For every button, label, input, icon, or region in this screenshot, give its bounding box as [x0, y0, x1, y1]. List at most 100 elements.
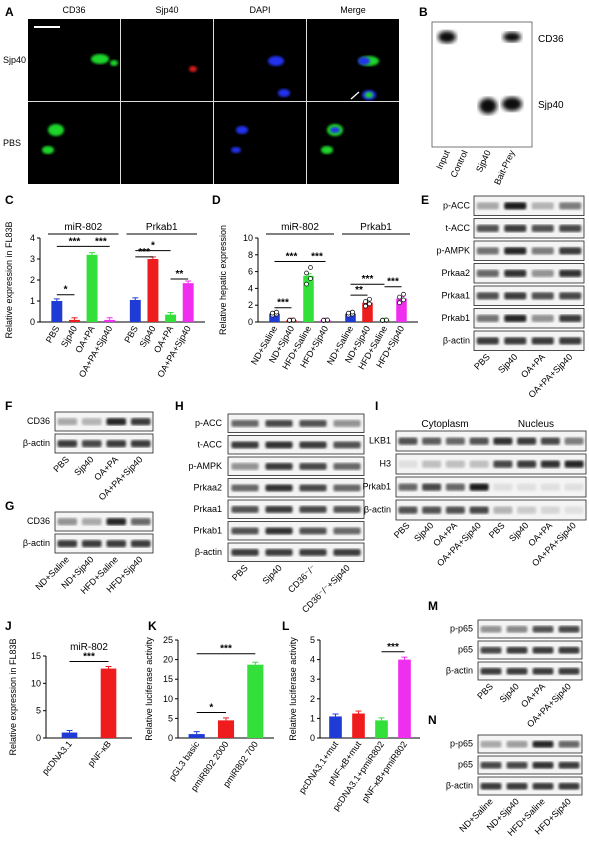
lane-label: OA+PA+Sjp40 — [97, 454, 145, 502]
blot-band — [231, 441, 259, 449]
y-tick-label: 2 — [248, 300, 253, 310]
blot-band — [299, 527, 327, 535]
blot-band — [398, 437, 418, 445]
blot-band — [532, 667, 554, 675]
blot-band — [265, 441, 293, 449]
data-dot — [401, 297, 406, 303]
blot-band — [231, 527, 259, 535]
row-label: LKB1 — [369, 436, 391, 446]
row-label: p-p65 — [450, 739, 473, 749]
panel-letter-h: H — [175, 399, 184, 413]
chart-title: miR-802 — [70, 642, 108, 653]
arrow-indicator — [350, 91, 360, 100]
blot-band — [81, 418, 102, 426]
lane-label: PBS — [51, 454, 71, 474]
blot-strip — [227, 478, 365, 498]
blot-band — [57, 440, 78, 448]
blot-band — [438, 31, 456, 43]
blot-strip — [395, 476, 587, 498]
blot-band — [476, 314, 499, 322]
blot-band — [558, 667, 580, 675]
bar — [345, 313, 356, 322]
row-label: Sjp40 — [3, 55, 26, 65]
y-tick-label: 0 — [36, 733, 41, 743]
y-tick-label: 10 — [31, 678, 41, 688]
data-dot — [308, 265, 313, 270]
lane-label: Sjp40 — [474, 149, 493, 174]
bar — [61, 732, 78, 738]
blot-strip — [227, 499, 365, 519]
blot-band — [265, 484, 293, 492]
blot-strip — [477, 661, 583, 681]
blot-band — [480, 667, 502, 675]
blot-band — [445, 506, 465, 514]
y-tick-label: 25 — [163, 635, 173, 645]
y-tick-label: 0 — [310, 733, 315, 743]
blot-strip — [54, 533, 154, 554]
blot-band — [299, 549, 327, 556]
y-tick-label: 5 — [36, 706, 41, 716]
column-header: CD36 — [62, 5, 85, 15]
blot-band — [299, 484, 327, 492]
data-dot — [270, 310, 275, 316]
data-dot — [308, 276, 313, 281]
row-label: Prkaa1 — [193, 504, 222, 514]
blot-band — [559, 314, 582, 322]
column-header: DAPI — [249, 5, 270, 15]
blot-band — [130, 418, 151, 426]
bar — [329, 716, 342, 738]
blot-strip — [54, 433, 154, 454]
blot-band — [564, 460, 584, 468]
blot-band — [531, 292, 554, 300]
y-tick-label: 0 — [248, 317, 253, 327]
blot-band — [422, 506, 442, 514]
significance-mark: *** — [362, 274, 374, 285]
bar — [147, 259, 159, 322]
blot-band — [333, 506, 361, 513]
y-tick-label: 2 — [30, 275, 35, 285]
blot-band — [398, 460, 418, 468]
significance-mark: *** — [286, 252, 298, 263]
blot-band — [517, 506, 537, 514]
band-label: CD36 — [538, 34, 564, 45]
blot-band — [333, 484, 361, 492]
blot-band — [476, 202, 499, 210]
cell-signal — [48, 124, 64, 136]
section-label: Cytoplasm — [421, 419, 468, 430]
blot-band — [469, 437, 489, 445]
blot-band — [493, 437, 513, 445]
blot-strip — [473, 263, 585, 284]
lane-label: PBS — [392, 520, 412, 540]
group-label: Prkab1 — [146, 222, 178, 233]
blot-band — [517, 437, 537, 445]
blot-strip — [227, 435, 365, 455]
blot-band — [532, 782, 554, 790]
blot-band — [231, 484, 259, 492]
bar — [165, 314, 177, 322]
y-tick-label: 8 — [248, 250, 253, 260]
blot-band — [299, 441, 327, 449]
blot-band — [231, 506, 259, 513]
panel-letter-n: N — [428, 713, 437, 727]
blot-band — [558, 782, 580, 790]
blot-strip — [477, 734, 583, 754]
blot-band — [299, 463, 327, 470]
cell-signal — [231, 147, 241, 153]
data-dot — [380, 317, 385, 323]
blot-strip — [477, 776, 583, 796]
panel-letter-i: I — [375, 399, 378, 413]
data-dot — [397, 300, 402, 306]
significance-mark: *** — [387, 277, 399, 288]
row-label: Prkab1 — [441, 313, 470, 323]
cell-signal — [91, 54, 109, 64]
data-dot — [363, 303, 368, 309]
row-label: t-ACC — [198, 439, 223, 449]
blot-band — [422, 460, 442, 468]
bar — [398, 659, 411, 738]
lane-label: Bait-Prey — [492, 148, 517, 186]
bar — [100, 668, 117, 738]
blot-strip — [227, 413, 365, 433]
row-label: CD36 — [27, 416, 50, 426]
significance-mark: * — [209, 703, 213, 714]
y-tick-label: 20 — [163, 655, 173, 665]
